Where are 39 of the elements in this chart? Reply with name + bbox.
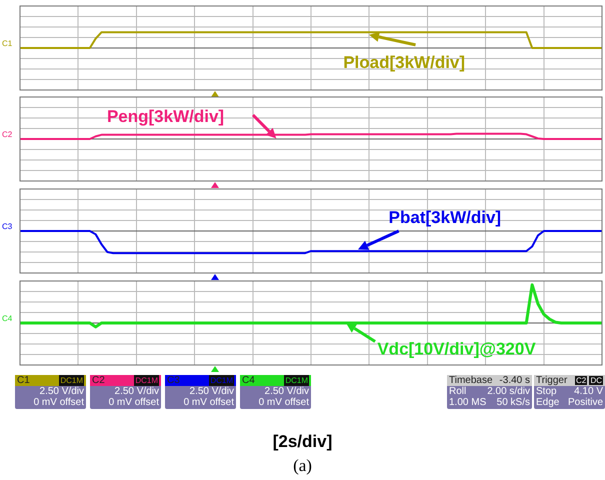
text: 0 mV offset <box>32 397 85 408</box>
legend-label: Pload[3kW/div] <box>343 52 466 72</box>
text: Timebase <box>449 375 493 386</box>
text: DC1M <box>134 375 159 386</box>
text: C4 <box>242 375 255 386</box>
text: DC1M <box>209 375 234 386</box>
text: 2.50 V/div <box>188 386 235 397</box>
text: 2.50 V/div <box>264 386 310 397</box>
text: 2.50 V/div <box>114 386 160 397</box>
text: (a) <box>292 456 313 476</box>
text: Edge <box>536 397 560 408</box>
text: 50 kS/s <box>496 397 530 408</box>
text: Stop <box>536 386 557 397</box>
text: 0 mV offset <box>108 397 160 408</box>
text: C3 <box>167 375 180 386</box>
text: Trigger <box>536 375 568 386</box>
text: Positive <box>568 397 603 408</box>
text: 4.10 V <box>574 386 603 397</box>
text: 2.00 s/div <box>487 386 530 397</box>
text: 0 mV offset <box>258 397 310 408</box>
text: DC <box>589 376 603 385</box>
text: C2 <box>2 130 13 140</box>
text: 1.00 MS <box>449 397 486 408</box>
series-label: Pbat[3kW/div] <box>388 208 502 228</box>
text: DC1M <box>284 375 309 386</box>
text: -3.40 s <box>499 375 530 386</box>
text: C3 <box>2 222 13 232</box>
text: C4 <box>2 314 13 324</box>
legend-label: Peng[3kW/div] <box>106 106 224 126</box>
text: C1 <box>2 39 13 48</box>
text: 0 mV offset <box>182 397 235 408</box>
text: Roll <box>449 386 466 397</box>
text: DC1M <box>59 375 84 386</box>
text: 2.50 V/div <box>38 386 85 397</box>
text: C1 <box>17 375 30 386</box>
legend-label: Vdc[10V/div]@320V <box>377 340 536 359</box>
text: C2 <box>92 375 105 386</box>
x-axis-title: [2s/div] <box>272 432 334 452</box>
text: C2 <box>574 376 588 385</box>
